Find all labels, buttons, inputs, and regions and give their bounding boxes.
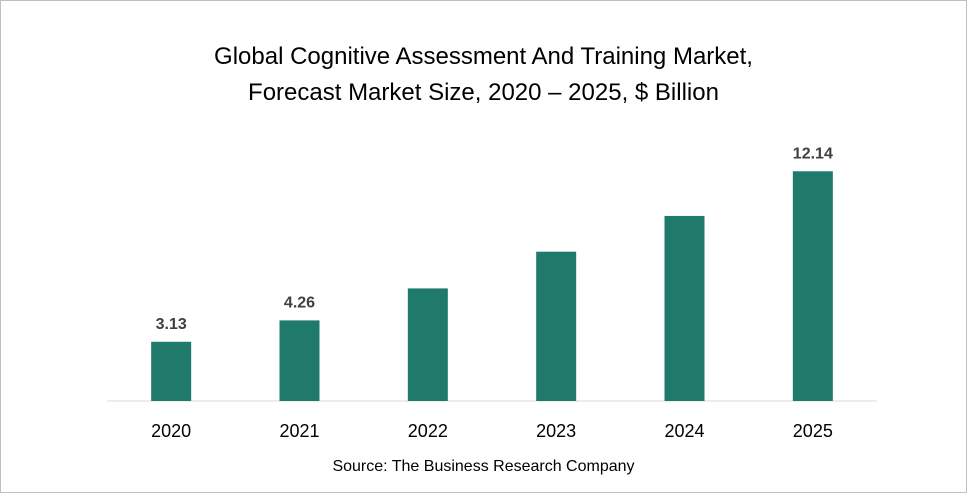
chart-title-line-1: Global Cognitive Assessment And Training…: [214, 43, 753, 70]
x-tick-label-2021: 2021: [279, 421, 319, 441]
bar-2023: [536, 251, 577, 401]
bar-2021: [279, 320, 320, 401]
bar-2020: [151, 341, 192, 401]
x-tick-label-2024: 2024: [664, 421, 704, 441]
x-tick-label-2022: 2022: [408, 421, 448, 441]
chart-title-line-2: Forecast Market Size, 2020 – 2025, $ Bil…: [248, 79, 719, 106]
chart-source: Source: The Business Research Company: [332, 458, 635, 475]
x-tick-label-2025: 2025: [793, 421, 833, 441]
x-tick-label-2023: 2023: [536, 421, 576, 441]
bar-2024: [664, 215, 705, 401]
bar-2025: [792, 171, 833, 401]
data-label-2025: 12.14: [793, 145, 833, 162]
data-label-2021: 4.26: [284, 294, 315, 311]
data-label-2020: 3.13: [156, 316, 187, 333]
x-tick-label-2020: 2020: [151, 421, 191, 441]
bar-2022: [407, 288, 448, 401]
